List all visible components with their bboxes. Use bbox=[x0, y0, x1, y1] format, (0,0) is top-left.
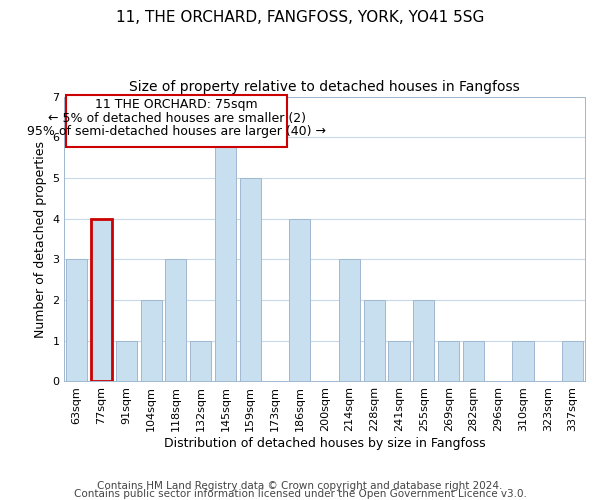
Bar bbox=[388, 341, 410, 382]
Title: Size of property relative to detached houses in Fangfoss: Size of property relative to detached ho… bbox=[129, 80, 520, 94]
Bar bbox=[190, 341, 211, 382]
Text: 11, THE ORCHARD, FANGFOSS, YORK, YO41 5SG: 11, THE ORCHARD, FANGFOSS, YORK, YO41 5S… bbox=[116, 10, 484, 25]
Text: 11 THE ORCHARD: 75sqm: 11 THE ORCHARD: 75sqm bbox=[95, 98, 258, 111]
Bar bbox=[413, 300, 434, 382]
Bar bbox=[463, 341, 484, 382]
Bar bbox=[364, 300, 385, 382]
Text: Contains HM Land Registry data © Crown copyright and database right 2024.: Contains HM Land Registry data © Crown c… bbox=[97, 481, 503, 491]
Bar bbox=[562, 341, 583, 382]
Y-axis label: Number of detached properties: Number of detached properties bbox=[34, 140, 47, 338]
Bar bbox=[116, 341, 137, 382]
Text: 95% of semi-detached houses are larger (40) →: 95% of semi-detached houses are larger (… bbox=[27, 126, 326, 138]
X-axis label: Distribution of detached houses by size in Fangfoss: Distribution of detached houses by size … bbox=[164, 437, 485, 450]
Bar bbox=[91, 218, 112, 382]
Bar bbox=[215, 138, 236, 382]
Bar bbox=[66, 260, 87, 382]
Bar bbox=[438, 341, 459, 382]
Bar bbox=[512, 341, 533, 382]
Text: ← 5% of detached houses are smaller (2): ← 5% of detached houses are smaller (2) bbox=[47, 112, 305, 124]
Bar bbox=[65, 94, 287, 148]
Bar bbox=[289, 218, 310, 382]
Bar bbox=[140, 300, 161, 382]
Text: Contains public sector information licensed under the Open Government Licence v3: Contains public sector information licen… bbox=[74, 489, 526, 499]
Bar bbox=[240, 178, 261, 382]
Bar bbox=[339, 260, 360, 382]
Bar bbox=[166, 260, 187, 382]
